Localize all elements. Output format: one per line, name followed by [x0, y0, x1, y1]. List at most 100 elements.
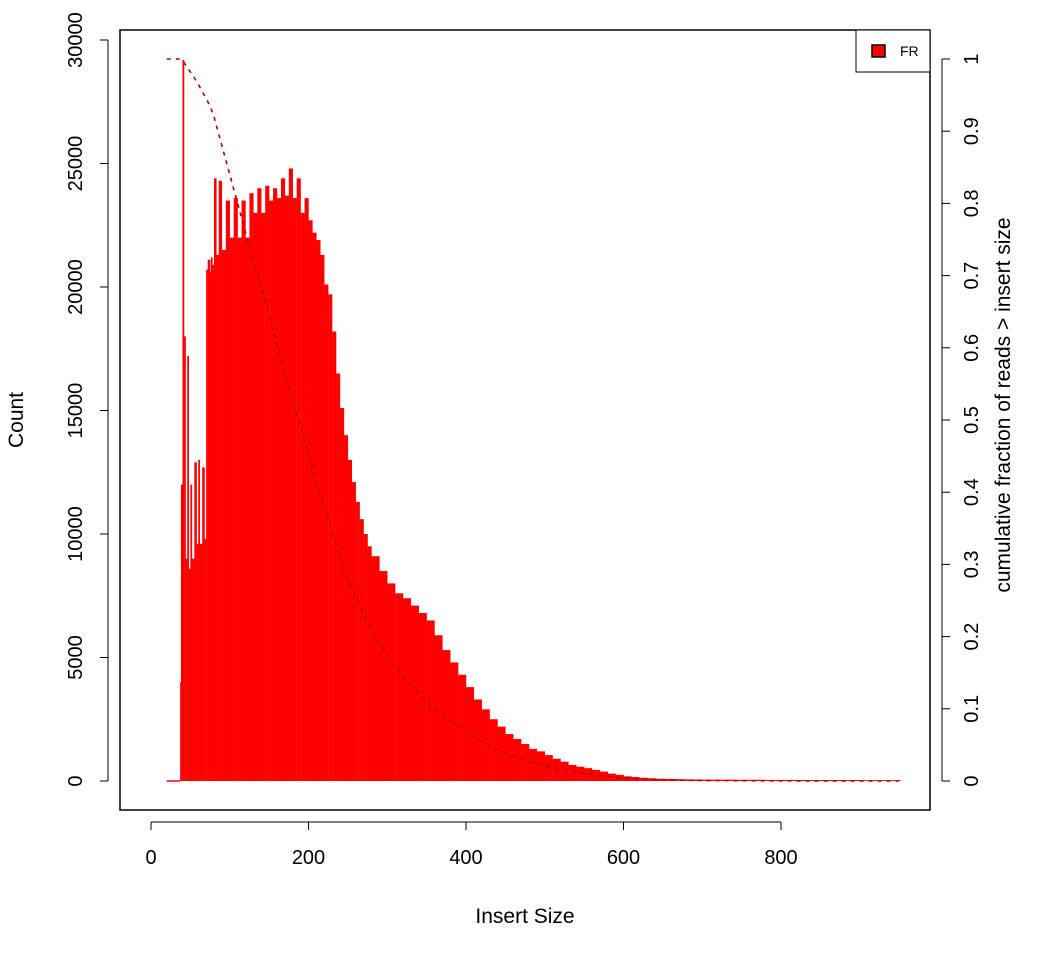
histogram-bar	[214, 178, 217, 781]
histogram-bar	[225, 200, 230, 782]
histogram-bar	[229, 237, 234, 782]
histogram-bar	[210, 257, 213, 781]
histogram-bar	[324, 284, 329, 781]
legend-box	[855, 29, 931, 73]
histogram-bar	[191, 558, 195, 781]
histogram-bar	[367, 546, 372, 781]
histogram-bar	[245, 237, 250, 782]
histogram-bar	[592, 769, 601, 781]
legend: FR	[855, 29, 931, 73]
histogram-bar	[204, 538, 207, 781]
y2-tick-label: 0.7	[961, 262, 983, 290]
y-tick-label: 5000	[65, 635, 87, 680]
histogram-bar	[347, 459, 353, 781]
histogram-bar	[796, 779, 813, 781]
histogram-bar	[198, 459, 201, 781]
histogram-bar	[584, 768, 593, 781]
histogram-bar	[403, 598, 412, 781]
histogram-bar	[320, 254, 325, 781]
histogram-bar	[280, 178, 286, 781]
y2-tick-label: 0.6	[961, 334, 983, 362]
histogram-bar	[466, 687, 475, 781]
histogram-bar	[312, 232, 317, 781]
y2-tick-label: 0.9	[961, 117, 983, 145]
histogram-bar	[296, 178, 301, 781]
x-tick-label: 800	[764, 847, 797, 869]
histogram-bar	[277, 198, 282, 781]
histogram-bar	[560, 761, 569, 781]
histogram-bar	[194, 462, 197, 781]
histogram-bar	[284, 195, 290, 782]
histogram-bar	[188, 568, 191, 781]
histogram-bar	[576, 766, 585, 781]
y-tick-label: 20000	[65, 259, 87, 315]
histogram-bar	[180, 682, 182, 781]
x-tick-label: 0	[145, 847, 156, 869]
histogram-bar	[241, 200, 246, 782]
histogram-bar	[196, 543, 199, 781]
y2-tick-label: 0.1	[961, 695, 983, 723]
histogram-bar	[233, 198, 238, 781]
histogram-bar	[202, 467, 205, 781]
histogram-bar	[395, 593, 404, 781]
histogram-bar	[190, 484, 193, 781]
histogram-bar	[481, 709, 490, 781]
histogram-bar	[379, 571, 388, 781]
cumulative-line	[166, 58, 900, 782]
x-tick-label: 600	[607, 847, 640, 869]
histogram-bar	[513, 739, 522, 781]
histogram-bar	[489, 719, 498, 781]
y-axis-cumulative-fraction: 0 0.1 0.2 0.3 0.4 0.5 0.6 0.7 0.8 0.9 1	[941, 53, 983, 787]
cumulative-fraction-line	[166, 58, 900, 782]
histogram-bar	[662, 778, 671, 781]
y2-tick-label: 0.3	[961, 550, 983, 578]
histogram-bar	[351, 482, 356, 781]
y2-tick-label: 0	[961, 775, 983, 786]
histogram-bar	[249, 193, 254, 781]
histogram-bar	[733, 779, 750, 781]
histogram-bar	[332, 331, 337, 781]
legend-label-fr: FR	[900, 43, 919, 59]
histogram-bar	[237, 237, 242, 782]
histogram-bar	[265, 185, 270, 782]
y-tick-label: 30000	[65, 12, 87, 68]
histogram-bar	[355, 501, 360, 781]
histogram-bar	[497, 726, 506, 781]
histogram-bar	[458, 674, 467, 781]
histogram-bar	[599, 771, 608, 781]
histogram-bar	[647, 778, 656, 781]
histogram-bar	[505, 734, 514, 781]
histogram-bar	[336, 373, 341, 781]
y-axis-count: 0 5000 10000 15000 20000 25000 30000	[65, 12, 109, 787]
histogram-bar	[434, 635, 443, 781]
histogram-bar	[221, 249, 227, 781]
histogram-bar	[670, 779, 679, 781]
y-tick-label: 0	[65, 775, 87, 786]
histogram-bar	[316, 240, 321, 781]
histogram-bar	[607, 773, 616, 781]
histogram-bar	[899, 780, 901, 782]
histogram-bar	[218, 180, 223, 782]
y2-axis-title: cumulative fraction of reads > insert si…	[992, 217, 1015, 592]
histogram-bar	[387, 583, 396, 781]
histogram-bar	[261, 212, 266, 781]
histogram-bar	[207, 259, 211, 782]
histogram-bar	[180, 484, 183, 781]
histogram-bar	[184, 336, 186, 781]
histogram-bar	[363, 534, 368, 781]
x-axis-title: Insert Size	[475, 905, 574, 928]
histogram-bar	[212, 264, 215, 781]
histogram-bar	[426, 620, 435, 781]
y-tick-label: 25000	[65, 136, 87, 192]
histogram-bar	[655, 778, 664, 781]
plot-frame	[119, 29, 931, 811]
histogram-bar	[442, 650, 451, 781]
histogram-bar	[328, 294, 333, 781]
y-tick-label: 10000	[65, 506, 87, 562]
y2-tick-label: 0.5	[961, 406, 983, 434]
histogram-bar	[536, 751, 545, 781]
histogram-bar	[187, 356, 190, 781]
histogram-bar	[292, 198, 297, 781]
